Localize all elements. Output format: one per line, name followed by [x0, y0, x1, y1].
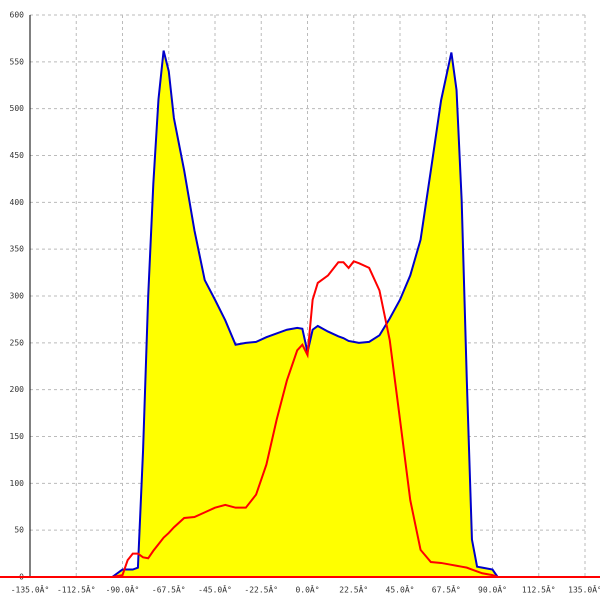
x-tick-label: 135.0Â°: [568, 584, 600, 595]
y-tick-label: 350: [10, 245, 25, 254]
y-tick-label: 600: [10, 11, 25, 20]
x-tick-label: -67.5Â°: [152, 584, 186, 595]
x-tick-label: 112.5Â°: [522, 584, 556, 595]
y-tick-label: 100: [10, 479, 25, 488]
y-tick-label: 500: [10, 104, 25, 113]
x-tick-label: -112.5Â°: [57, 584, 96, 595]
y-tick-label: 550: [10, 57, 25, 66]
x-tick-label: 0.0Â°: [295, 584, 319, 595]
line: [112, 260, 498, 578]
x-tick-label: 90.0Â°: [478, 584, 507, 595]
y-tick-label: 450: [10, 151, 25, 160]
y-tick-label: 250: [10, 338, 25, 347]
x-tick-label: -22.5Â°: [244, 584, 278, 595]
x-tick-label: -45.0Â°: [198, 584, 232, 595]
y-tick-label: 300: [10, 292, 25, 301]
y-tick-label: 400: [10, 198, 25, 207]
x-tick-label: -135.0Â°: [11, 584, 50, 595]
y-tick-label: 200: [10, 385, 25, 394]
x-tick-label: 67.5Â°: [432, 584, 461, 595]
x-tick-label: 22.5Â°: [339, 584, 368, 595]
area: [112, 50, 498, 578]
x-tick-label: -90.0Â°: [106, 584, 140, 595]
x-tick-label: 45.0Â°: [386, 584, 415, 595]
y-tick-label: 150: [10, 432, 25, 441]
y-tick-label: 50: [14, 526, 24, 535]
